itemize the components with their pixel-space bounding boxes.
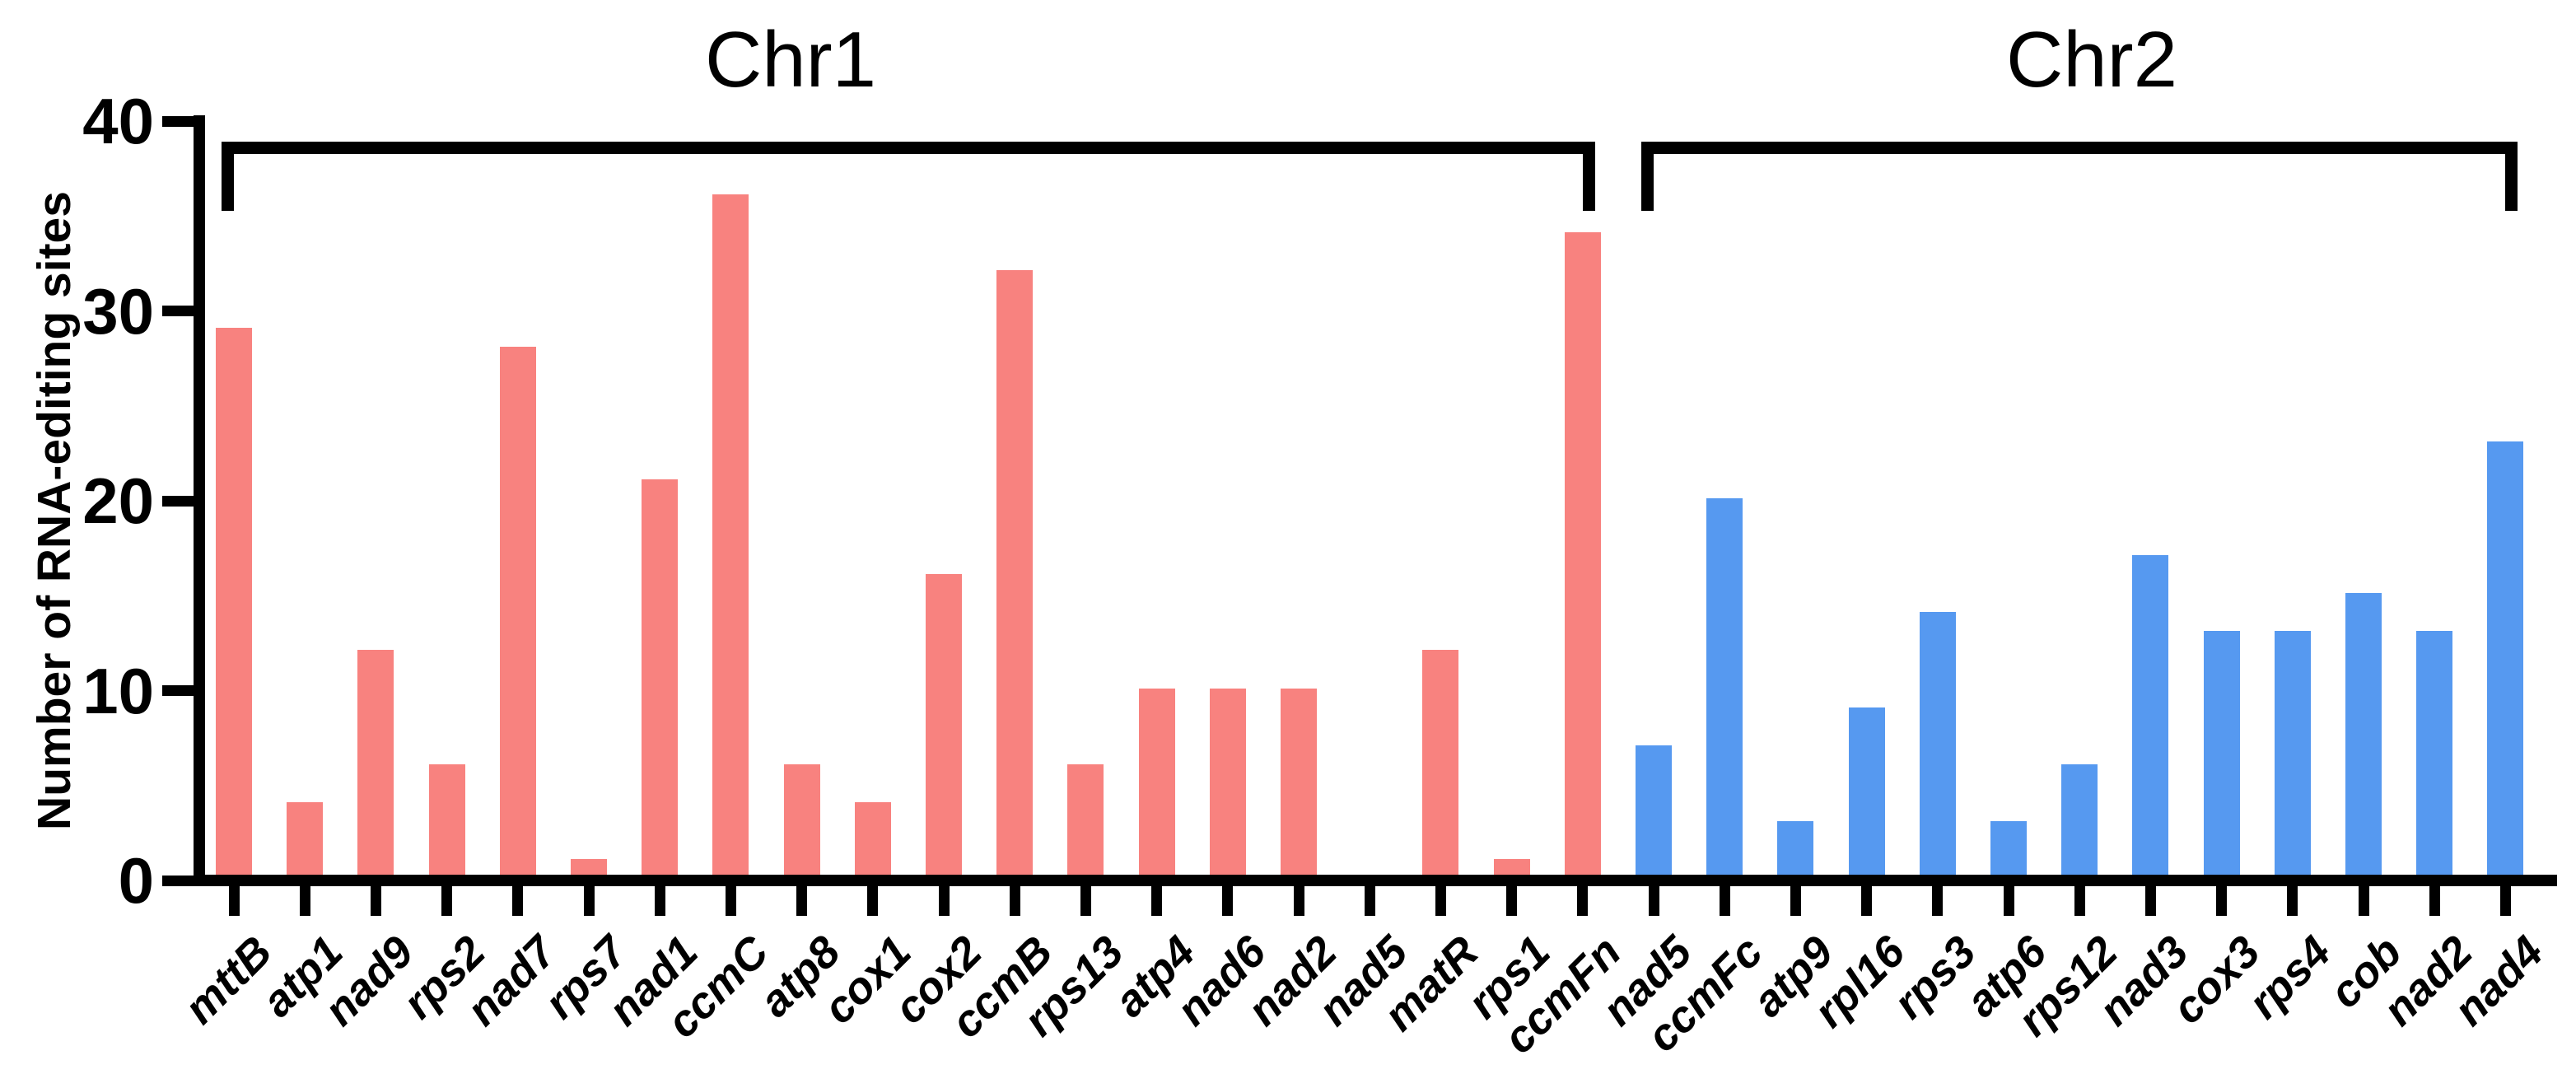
y-tick-20 bbox=[162, 495, 194, 507]
y-tick-10 bbox=[162, 685, 194, 696]
bar-atp9-chr2 bbox=[1777, 820, 1814, 880]
y-tick-0 bbox=[162, 875, 194, 886]
x-tick-ccmFc bbox=[1719, 886, 1730, 916]
bar-ccmC-chr1 bbox=[712, 194, 749, 880]
x-tick-nad2 bbox=[2429, 886, 2440, 916]
bar-rpl16-chr2 bbox=[1848, 707, 1885, 880]
bar-rps13-chr1 bbox=[1067, 763, 1104, 880]
bar-atp6-chr2 bbox=[1990, 820, 2027, 880]
y-tick-label-30: 30 bbox=[82, 274, 154, 348]
y-tick-40 bbox=[162, 115, 194, 127]
bar-cox2-chr1 bbox=[926, 574, 962, 880]
bar-nad4-chr2 bbox=[2487, 441, 2524, 880]
bar-nad9-chr1 bbox=[357, 650, 394, 880]
x-tick-rps13 bbox=[1080, 886, 1091, 916]
x-tick-ccmB bbox=[1009, 886, 1020, 916]
x-tick-rps12 bbox=[2074, 886, 2085, 916]
chr2-bracket bbox=[1641, 142, 2518, 211]
x-tick-rps7 bbox=[583, 886, 595, 916]
x-tick-nad5 bbox=[1648, 886, 1659, 916]
x-axis-line bbox=[194, 875, 2557, 886]
y-tick-label-0: 0 bbox=[118, 844, 154, 917]
bar-atp1-chr1 bbox=[287, 801, 324, 880]
x-tick-mttB bbox=[228, 886, 240, 916]
bar-nad2-chr2 bbox=[2416, 631, 2453, 880]
x-tick-atp6 bbox=[2003, 886, 2014, 916]
x-tick-atp1 bbox=[299, 886, 310, 916]
chr1-bracket bbox=[222, 142, 1595, 211]
x-tick-nad9 bbox=[370, 886, 381, 916]
y-tick-label-40: 40 bbox=[82, 85, 154, 157]
x-tick-atp9 bbox=[1790, 886, 1801, 916]
bar-nad1-chr1 bbox=[642, 479, 679, 880]
chr1-group-label: Chr1 bbox=[704, 16, 877, 104]
x-tick-matR bbox=[1435, 886, 1446, 916]
bar-ccmFn-chr1 bbox=[1564, 232, 1601, 880]
bar-nad2-chr1 bbox=[1281, 688, 1317, 880]
bar-nad3-chr2 bbox=[2132, 555, 2169, 880]
y-axis-line bbox=[194, 115, 205, 886]
x-tick-cox3 bbox=[2216, 886, 2228, 916]
x-tick-cob bbox=[2358, 886, 2369, 916]
bar-rps12-chr2 bbox=[2061, 763, 2098, 880]
x-tick-nad4 bbox=[2499, 886, 2511, 916]
bar-atp4-chr1 bbox=[1138, 688, 1175, 880]
x-tick-rps1 bbox=[1506, 886, 1518, 916]
bar-cob-chr2 bbox=[2345, 593, 2382, 880]
bar-nad5-chr2 bbox=[1636, 745, 1672, 880]
x-tick-nad6 bbox=[1222, 886, 1234, 916]
x-tick-atp8 bbox=[796, 886, 808, 916]
y-tick-label-10: 10 bbox=[82, 654, 154, 727]
bar-matR-chr1 bbox=[1422, 650, 1459, 880]
x-tick-nad3 bbox=[2144, 886, 2156, 916]
chr2-group-label: Chr2 bbox=[2005, 16, 2178, 104]
bar-nad7-chr1 bbox=[499, 346, 536, 880]
x-tick-cox2 bbox=[938, 886, 950, 916]
bar-ccmFc-chr2 bbox=[1706, 498, 1743, 880]
x-tick-rpl16 bbox=[1861, 886, 1873, 916]
x-tick-rps4 bbox=[2287, 886, 2298, 916]
y-tick-30 bbox=[162, 306, 194, 316]
x-tick-ccmFn bbox=[1577, 886, 1589, 916]
bar-rps2-chr1 bbox=[428, 763, 465, 880]
bar-rps4-chr2 bbox=[2274, 631, 2311, 880]
bar-nad6-chr1 bbox=[1209, 688, 1246, 880]
bar-atp8-chr1 bbox=[783, 763, 820, 880]
bar-rps3-chr2 bbox=[1919, 612, 1956, 880]
x-tick-nad2 bbox=[1293, 886, 1304, 916]
x-tick-nad7 bbox=[512, 886, 524, 916]
x-tick-cox1 bbox=[867, 886, 879, 916]
bar-cox3-chr2 bbox=[2203, 631, 2240, 880]
bar-ccmB-chr1 bbox=[996, 270, 1034, 880]
x-tick-ccmC bbox=[725, 886, 736, 916]
x-tick-rps2 bbox=[441, 886, 453, 916]
bar-cox1-chr1 bbox=[854, 801, 891, 880]
x-tick-atp4 bbox=[1151, 886, 1163, 916]
x-tick-nad5 bbox=[1364, 886, 1375, 916]
y-tick-label-20: 20 bbox=[82, 465, 154, 537]
x-tick-rps3 bbox=[1932, 886, 1944, 916]
bar-mttB-chr1 bbox=[216, 327, 252, 880]
x-tick-nad1 bbox=[654, 886, 665, 916]
